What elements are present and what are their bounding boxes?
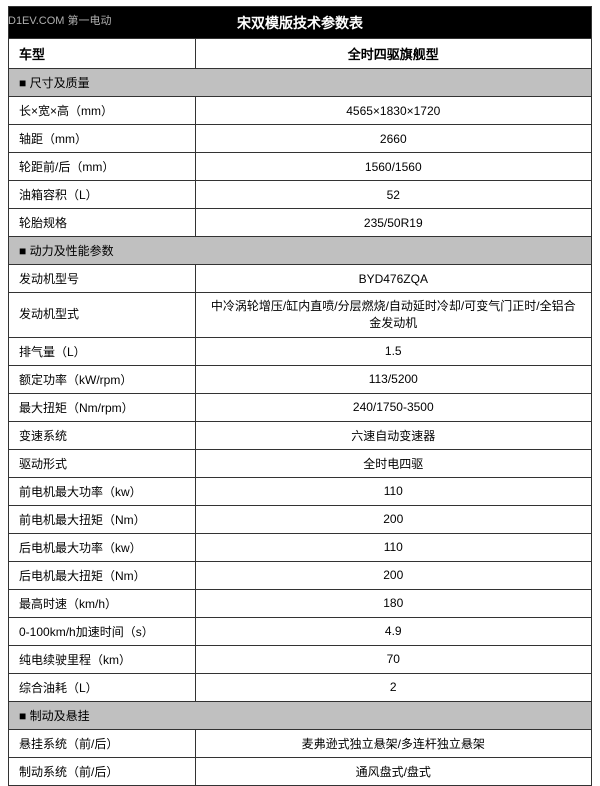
- row-value: 通风盘式/盘式: [195, 757, 591, 785]
- row-label: 纯电续驶里程（km）: [9, 645, 196, 673]
- row-value: 70: [195, 645, 591, 673]
- row-value: 全时电四驱: [195, 449, 591, 477]
- row-value: 110: [195, 477, 591, 505]
- table-row: 发动机型式中冷涡轮增压/缸内直喷/分层燃烧/自动延时冷却/可变气门正时/全铝合金…: [9, 293, 592, 338]
- row-value: 4565×1830×1720: [195, 97, 591, 125]
- row-label: 后电机最大扭矩（Nm）: [9, 561, 196, 589]
- row-value: 麦弗逊式独立悬架/多连杆独立悬架: [195, 729, 591, 757]
- row-label: 发动机型号: [9, 265, 196, 293]
- row-value: BYD476ZQA: [195, 265, 591, 293]
- row-label: 发动机型式: [9, 293, 196, 338]
- table-row: 后电机最大功率（kw）110: [9, 533, 592, 561]
- table-row: 纯电续驶里程（km）70: [9, 645, 592, 673]
- section-header: ■ 尺寸及质量: [9, 69, 592, 97]
- row-label: 长×宽×高（mm）: [9, 97, 196, 125]
- header-row: 车型全时四驱旗舰型: [9, 39, 592, 69]
- row-value: 180: [195, 589, 591, 617]
- table-row: 综合油耗（L）2: [9, 673, 592, 701]
- row-label: 前电机最大功率（kw）: [9, 477, 196, 505]
- table-row: 轮胎规格235/50R19: [9, 209, 592, 237]
- row-label: 悬挂系统（前/后）: [9, 729, 196, 757]
- row-label: 变速系统: [9, 421, 196, 449]
- table-row: 排气量（L）1.5: [9, 337, 592, 365]
- table-row: 长×宽×高（mm）4565×1830×1720: [9, 97, 592, 125]
- table-row: 变速系统六速自动变速器: [9, 421, 592, 449]
- section-header: ■ 制动及悬挂: [9, 701, 592, 729]
- section-title: ■ 尺寸及质量: [9, 69, 592, 97]
- row-value: 4.9: [195, 617, 591, 645]
- row-value: 200: [195, 561, 591, 589]
- row-label: 轴距（mm）: [9, 125, 196, 153]
- table-row: 最大扭矩（Nm/rpm）240/1750-3500: [9, 393, 592, 421]
- table-row: 轮距前/后（mm）1560/1560: [9, 153, 592, 181]
- row-label: 排气量（L）: [9, 337, 196, 365]
- row-value: 1.5: [195, 337, 591, 365]
- row-label: 综合油耗（L）: [9, 673, 196, 701]
- spec-table: 宋双模版技术参数表车型全时四驱旗舰型■ 尺寸及质量长×宽×高（mm）4565×1…: [8, 6, 592, 786]
- table-row: 驱动形式全时电四驱: [9, 449, 592, 477]
- row-label: 最大扭矩（Nm/rpm）: [9, 393, 196, 421]
- header-model-value: 全时四驱旗舰型: [195, 39, 591, 69]
- table-row: 0-100km/h加速时间（s）4.9: [9, 617, 592, 645]
- row-label: 最高时速（km/h）: [9, 589, 196, 617]
- row-value: 235/50R19: [195, 209, 591, 237]
- row-value: 2: [195, 673, 591, 701]
- row-label: 0-100km/h加速时间（s）: [9, 617, 196, 645]
- table-row: 悬挂系统（前/后）麦弗逊式独立悬架/多连杆独立悬架: [9, 729, 592, 757]
- row-value: 113/5200: [195, 365, 591, 393]
- row-value: 中冷涡轮增压/缸内直喷/分层燃烧/自动延时冷却/可变气门正时/全铝合金发动机: [195, 293, 591, 338]
- table-row: 轴距（mm）2660: [9, 125, 592, 153]
- header-model-label: 车型: [9, 39, 196, 69]
- table-row: 前电机最大功率（kw）110: [9, 477, 592, 505]
- row-value: 2660: [195, 125, 591, 153]
- table-row: 制动系统（前/后）通风盘式/盘式: [9, 757, 592, 785]
- table-row: 前电机最大扭矩（Nm）200: [9, 505, 592, 533]
- row-value: 52: [195, 181, 591, 209]
- watermark: D1EV.COM 第一电动: [8, 12, 112, 28]
- table-row: 油箱容积（L）52: [9, 181, 592, 209]
- table-row: 后电机最大扭矩（Nm）200: [9, 561, 592, 589]
- section-header: ■ 动力及性能参数: [9, 237, 592, 265]
- table-row: 额定功率（kW/rpm）113/5200: [9, 365, 592, 393]
- row-label: 轮胎规格: [9, 209, 196, 237]
- spec-table-body: 宋双模版技术参数表车型全时四驱旗舰型■ 尺寸及质量长×宽×高（mm）4565×1…: [9, 7, 592, 786]
- row-label: 制动系统（前/后）: [9, 757, 196, 785]
- row-value: 200: [195, 505, 591, 533]
- row-label: 轮距前/后（mm）: [9, 153, 196, 181]
- row-value: 1560/1560: [195, 153, 591, 181]
- row-label: 前电机最大扭矩（Nm）: [9, 505, 196, 533]
- row-value: 110: [195, 533, 591, 561]
- table-row: 发动机型号BYD476ZQA: [9, 265, 592, 293]
- row-value: 240/1750-3500: [195, 393, 591, 421]
- table-row: 最高时速（km/h）180: [9, 589, 592, 617]
- row-label: 油箱容积（L）: [9, 181, 196, 209]
- section-title: ■ 制动及悬挂: [9, 701, 592, 729]
- row-label: 额定功率（kW/rpm）: [9, 365, 196, 393]
- row-value: 六速自动变速器: [195, 421, 591, 449]
- section-title: ■ 动力及性能参数: [9, 237, 592, 265]
- row-label: 后电机最大功率（kw）: [9, 533, 196, 561]
- row-label: 驱动形式: [9, 449, 196, 477]
